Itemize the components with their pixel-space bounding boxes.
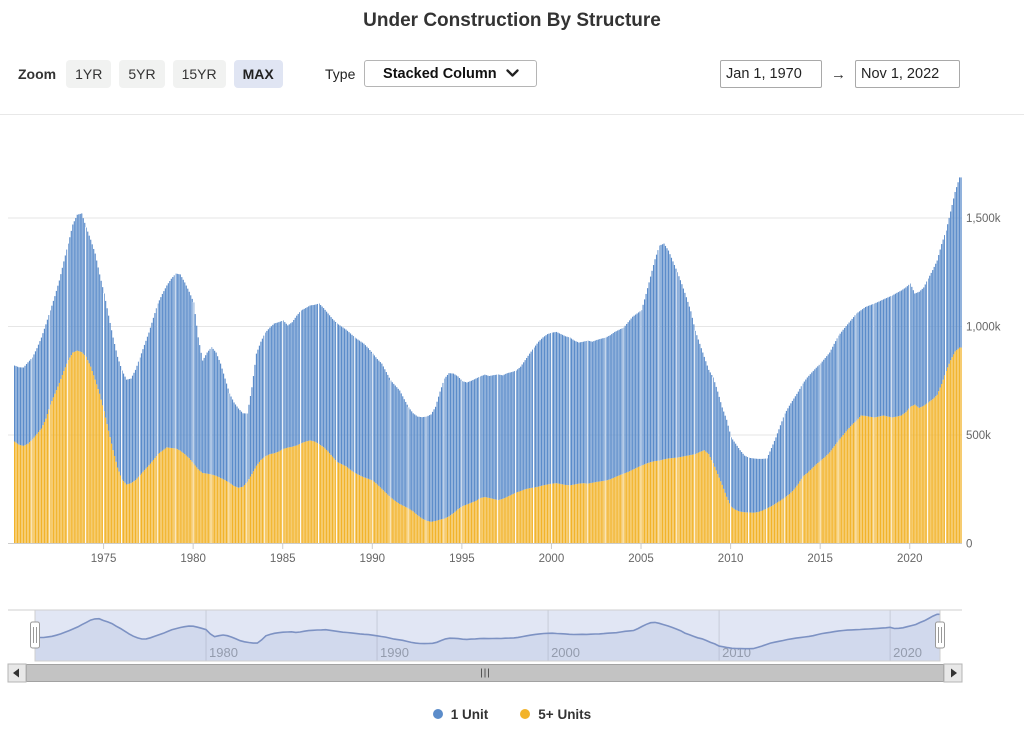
zoom-button-group: Zoom 1YR 5YR 15YR MAX bbox=[18, 60, 291, 88]
date-range-group: → bbox=[720, 60, 960, 88]
scrollbar-right-button[interactable] bbox=[943, 663, 963, 683]
chart-type-group: Type Stacked Column bbox=[325, 60, 538, 87]
zoom-15yr-button[interactable]: 15YR bbox=[172, 60, 226, 88]
legend-dot-5plus-units bbox=[520, 709, 531, 719]
range-end-input[interactable] bbox=[855, 60, 960, 88]
svg-text:2010: 2010 bbox=[718, 553, 744, 565]
chevron-down-icon bbox=[506, 69, 519, 77]
zoom-max-button[interactable]: MAX bbox=[233, 60, 283, 88]
svg-text:2015: 2015 bbox=[807, 553, 833, 565]
svg-text:1975: 1975 bbox=[91, 553, 117, 565]
svg-text:1980: 1980 bbox=[209, 645, 238, 660]
zoom-5yr-button[interactable]: 5YR bbox=[119, 60, 165, 88]
svg-text:1990: 1990 bbox=[380, 645, 409, 660]
y-axis-labels: 0 500k 1,000k 1,500k bbox=[966, 213, 1001, 551]
svg-text:1,500k: 1,500k bbox=[966, 213, 1001, 225]
zoom-1yr-button[interactable]: 1YR bbox=[66, 60, 112, 88]
legend-label-1-unit: 1 Unit bbox=[450, 706, 489, 722]
page-title: Under Construction By Structure bbox=[363, 10, 661, 31]
svg-text:2005: 2005 bbox=[628, 553, 654, 565]
chart-legend: 1 Unit 5+ Units bbox=[0, 702, 1024, 726]
navigator[interactable]: 19801990200020102020 bbox=[8, 609, 962, 662]
legend-dot-1-unit bbox=[432, 709, 443, 719]
svg-text:2020: 2020 bbox=[893, 645, 922, 660]
svg-text:2020: 2020 bbox=[897, 553, 923, 565]
scroll-right-icon bbox=[951, 668, 957, 678]
range-start-input[interactable] bbox=[720, 60, 822, 88]
navigator-gridlines bbox=[205, 610, 891, 661]
type-label: Type bbox=[325, 65, 356, 82]
x-axis-labels: 1975 1980 1985 1990 1995 2000 2005 2010 2015 2020 bbox=[91, 543, 923, 565]
scrollbar[interactable] bbox=[7, 663, 963, 683]
navigator-handle-right[interactable] bbox=[935, 621, 945, 649]
scrollbar-left-button[interactable] bbox=[7, 663, 27, 683]
navigator-labels: 19801990200020102020 bbox=[209, 645, 922, 660]
svg-text:2000: 2000 bbox=[539, 553, 565, 565]
scrollbar-thumb[interactable] bbox=[26, 664, 944, 682]
main-chart: 0 500k 1,000k 1,500k 1975 1980 1985 1990 1995 200… bbox=[7, 177, 1001, 683]
legend-label-5plus-units: 5+ Units bbox=[538, 706, 592, 722]
svg-text:0: 0 bbox=[966, 539, 972, 551]
legend-item-5plus-units[interactable]: 5+ Units bbox=[520, 707, 591, 722]
svg-text:1990: 1990 bbox=[360, 553, 386, 565]
svg-text:1985: 1985 bbox=[270, 553, 296, 565]
chart-type-value: Stacked Column bbox=[383, 65, 497, 82]
svg-text:1995: 1995 bbox=[449, 553, 475, 565]
stacked-columns[interactable] bbox=[14, 177, 962, 544]
svg-text:1,000k: 1,000k bbox=[966, 322, 1001, 334]
svg-text:2000: 2000 bbox=[551, 645, 580, 660]
toolbar-divider bbox=[0, 114, 1024, 115]
toolbar: Zoom 1YR 5YR 15YR MAX Type Stacked Colum… bbox=[0, 60, 1024, 88]
zoom-label: Zoom bbox=[18, 66, 57, 82]
scroll-left-icon bbox=[13, 668, 19, 678]
year-separators bbox=[31, 227, 947, 544]
range-arrow-icon: → bbox=[831, 65, 846, 83]
legend-item-1-unit[interactable]: 1 Unit bbox=[432, 706, 489, 722]
chart-type-select[interactable]: Stacked Column bbox=[364, 60, 538, 87]
svg-text:1980: 1980 bbox=[180, 553, 206, 565]
svg-text:500k: 500k bbox=[966, 430, 991, 442]
navigator-line bbox=[34, 613, 940, 650]
navigator-handle-left[interactable] bbox=[30, 621, 40, 649]
navigator-area bbox=[35, 614, 940, 661]
